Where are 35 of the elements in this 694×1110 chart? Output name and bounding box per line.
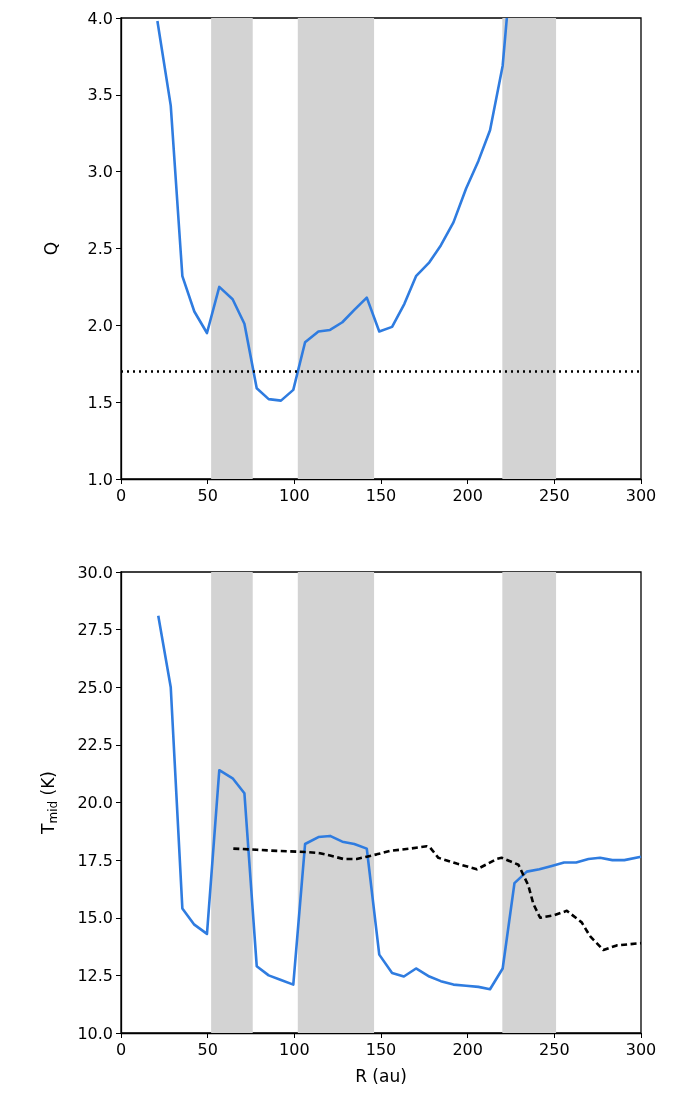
y-tick-label: 27.5 — [77, 620, 113, 640]
x-tick-label: 100 — [279, 1039, 310, 1059]
x-tick-label: 200 — [452, 485, 483, 505]
x-tick-label: 100 — [279, 485, 310, 505]
y-tick-label: 10.0 — [77, 1023, 113, 1043]
x-tick-label: 150 — [365, 1039, 397, 1059]
y-axis-title: Tmid (K) — [38, 771, 60, 835]
x-tick-label: 250 — [539, 1039, 570, 1059]
y-tick-label: 20.0 — [77, 793, 113, 812]
x-axis-title: R (au) — [355, 1065, 407, 1086]
x-tick-label: 50 — [197, 485, 218, 505]
y-tick-label: 30.0 — [77, 562, 113, 582]
y-tick-label: 17.5 — [77, 850, 113, 870]
x-tick-label: 300 — [625, 485, 657, 505]
y-tick-label: 3.5 — [87, 85, 113, 105]
y-tick-label: 15.0 — [77, 908, 113, 928]
line-series — [156, 16, 509, 402]
y-tick-label: 1.5 — [87, 392, 113, 412]
x-tick-label: 50 — [197, 1039, 218, 1059]
y-tick-label: 4.0 — [87, 8, 113, 28]
y-tick-label: 3.0 — [87, 162, 113, 182]
x-tick-label: 200 — [452, 1039, 483, 1059]
x-tick-label: 0 — [115, 485, 127, 505]
x-tick-label: 250 — [539, 485, 570, 505]
y-tick-label: 22.5 — [77, 735, 113, 755]
x-tick-label: 300 — [625, 1039, 657, 1059]
y-tick-label: 12.5 — [77, 965, 113, 985]
line-series — [156, 614, 643, 991]
y-tick-label: 25.0 — [77, 677, 113, 697]
x-tick-label: 0 — [115, 1039, 127, 1059]
y-tick-label: 1.0 — [87, 469, 113, 489]
y-axis-title: Q — [40, 241, 61, 256]
y-tick-label: 2.0 — [87, 315, 113, 335]
y-tick-label: 2.5 — [87, 239, 113, 258]
x-tick-label: 150 — [365, 485, 397, 505]
